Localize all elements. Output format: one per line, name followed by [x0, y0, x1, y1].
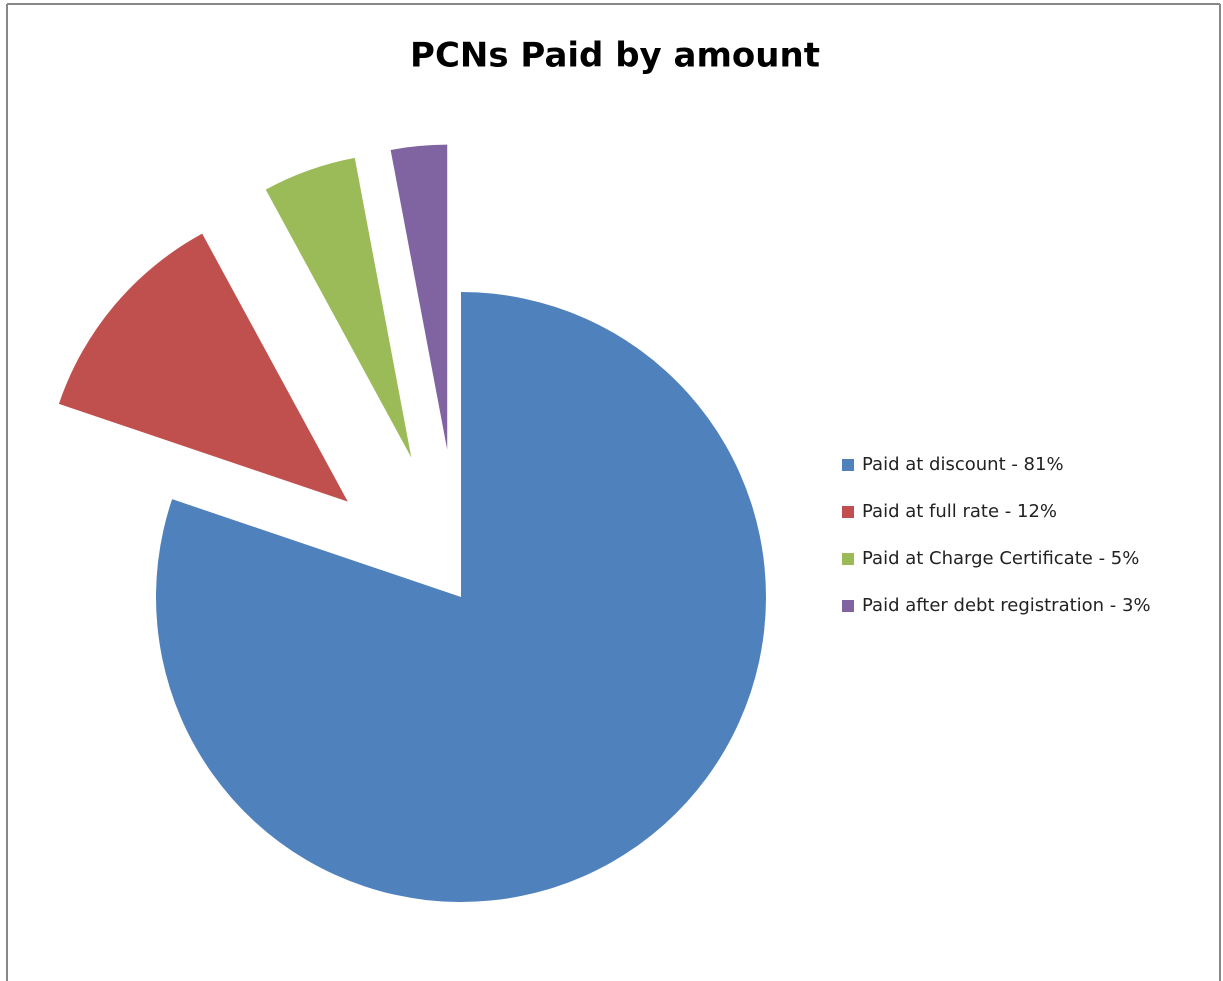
legend-label: Paid at Charge Certificate - 5% — [862, 548, 1139, 569]
legend-swatch — [842, 459, 854, 471]
legend-swatch — [842, 506, 854, 518]
legend-swatch — [842, 553, 854, 565]
pie-slice — [390, 144, 448, 450]
legend-label: Paid at discount - 81% — [862, 454, 1064, 475]
legend-swatch — [842, 600, 854, 612]
legend-label: Paid at full rate - 12% — [862, 501, 1057, 522]
pie-slice — [265, 157, 412, 458]
pie-slice — [156, 292, 767, 902]
chart-title: PCNs Paid by amount — [410, 36, 820, 76]
pie-slice — [58, 233, 348, 502]
legend-label: Paid after debt registration - 3% — [862, 595, 1151, 616]
